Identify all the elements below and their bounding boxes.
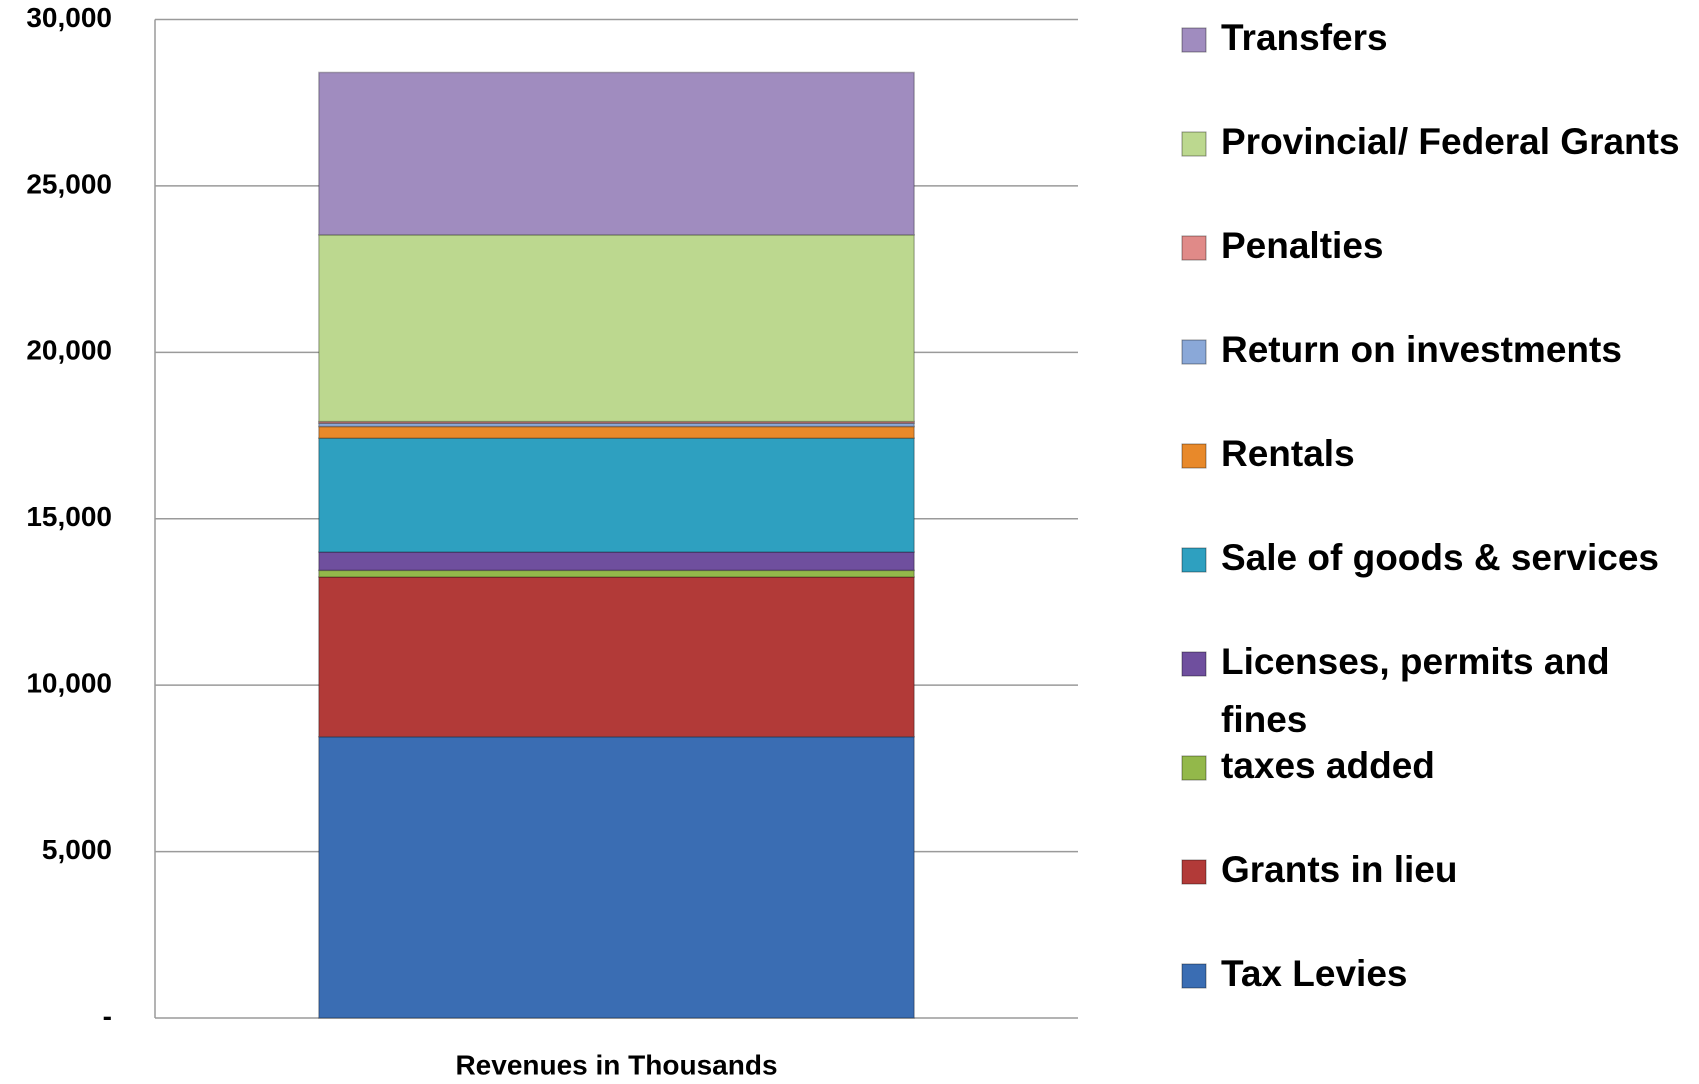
bar-segment (318, 234, 915, 423)
y-tick-label: 20,000 (26, 335, 112, 366)
legend-label: Grants in lieu (1221, 849, 1457, 890)
x-tick-label: Revenues in Thousands (455, 1049, 777, 1080)
legend-swatch (1181, 339, 1207, 365)
legend-swatch (1181, 235, 1207, 261)
legend-swatch (1181, 651, 1207, 677)
y-tick-label: 10,000 (26, 668, 112, 699)
bar-segment (318, 576, 915, 738)
legend-swatch (1181, 859, 1207, 885)
legend-label: Transfers (1221, 17, 1388, 58)
legend-line: fines (1221, 699, 1307, 740)
bar-segment (318, 569, 915, 578)
bar-segment (318, 71, 915, 236)
legend-label: Licenses, permits and fines (1221, 641, 1620, 740)
legend-swatch (1181, 755, 1207, 781)
bar-segment (318, 422, 915, 428)
bar-segment (318, 425, 915, 439)
legend-swatch (1181, 443, 1207, 469)
legend-line: Licenses, permits and (1221, 641, 1620, 682)
y-tick-label: 15,000 (26, 501, 112, 532)
legend-label: Provincial/ Federal Grants (1221, 121, 1680, 162)
legend-swatch (1181, 131, 1207, 157)
bar-segment (318, 551, 915, 572)
y-tick-label: 5,000 (42, 834, 112, 865)
legend-swatch (1181, 27, 1207, 53)
legend-swatch (1181, 547, 1207, 573)
legend-label: Sale of goods & services (1221, 537, 1659, 578)
legend-label: Return on investments (1221, 329, 1622, 370)
bar-segment (318, 736, 915, 1019)
bar-segment (318, 437, 915, 553)
y-tick-label: - (103, 1000, 112, 1031)
legend-label: Penalties (1221, 225, 1383, 266)
legend-label: Rentals (1221, 433, 1355, 474)
y-tick-label: 25,000 (26, 168, 112, 199)
y-tick-label: 30,000 (26, 2, 112, 33)
legend-label: taxes added (1221, 745, 1435, 786)
legend-label: Tax Levies (1221, 953, 1407, 994)
legend-swatch (1181, 963, 1207, 989)
